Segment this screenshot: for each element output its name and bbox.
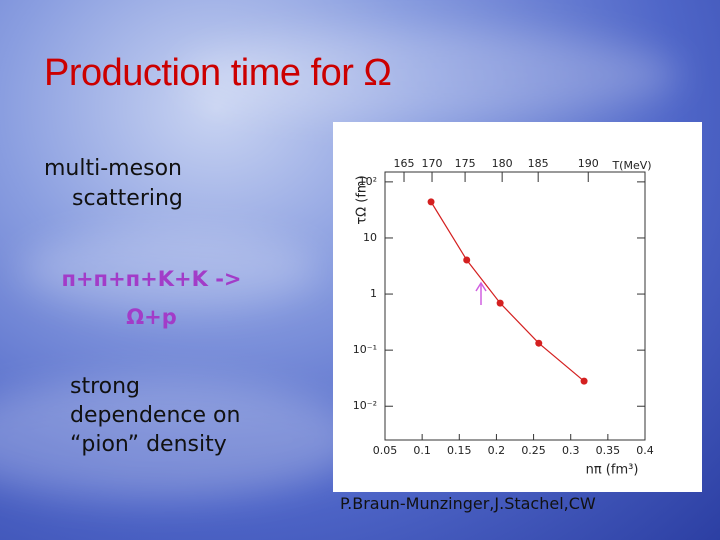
x-tick-label: 0.4 [636,444,654,457]
x-tick-label: 0.2 [488,444,506,457]
x2-tick-label: 175 [455,157,476,170]
y-tick-label: 10² [359,175,377,188]
x2-axis-label: T(MeV) [611,159,651,172]
background-cloud [0,380,360,500]
bullet: strong dependence on “pion” density [70,374,241,457]
chart-background [333,122,702,492]
x2-tick-label: 165 [394,157,415,170]
x-axis-label: nπ (fm³) [586,463,639,478]
y-tick-label: 1 [370,287,377,300]
y-tick-label: 10⁻² [353,399,377,412]
x-tick-label: 0.05 [373,444,398,457]
y-tick-label: 10 [363,231,377,244]
data-point [496,299,504,307]
data-point [427,198,435,206]
plot-frame [384,171,646,441]
x-tick-label: 0.25 [521,444,546,457]
annotation-arrow-head [475,281,487,292]
x-tick-label: 0.15 [447,444,472,457]
slide-title: Production time for Ω [44,52,392,94]
background-cloud [180,30,680,120]
x2-tick-label: 180 [492,157,513,170]
reaction: п+п+п+K+K -> Ω+p [61,267,242,329]
y-axis-label: τΩ (fm) [355,175,370,224]
x-tick-label: 0.1 [413,444,431,457]
data-point [580,377,588,385]
x2-tick-label: 185 [528,157,549,170]
data-point [463,256,471,264]
x-tick-label: 0.35 [596,444,621,457]
credit: P.Braun-Munzinger,J.Stachel,CW [340,494,596,513]
bullet: multi-meson scattering [44,156,183,211]
data-point [535,339,543,347]
x2-tick-label: 170 [422,157,443,170]
y-tick-label: 10⁻¹ [353,343,377,356]
x-tick-label: 0.3 [562,444,580,457]
x2-tick-label: 190 [578,157,599,170]
background-cloud [20,230,320,310]
